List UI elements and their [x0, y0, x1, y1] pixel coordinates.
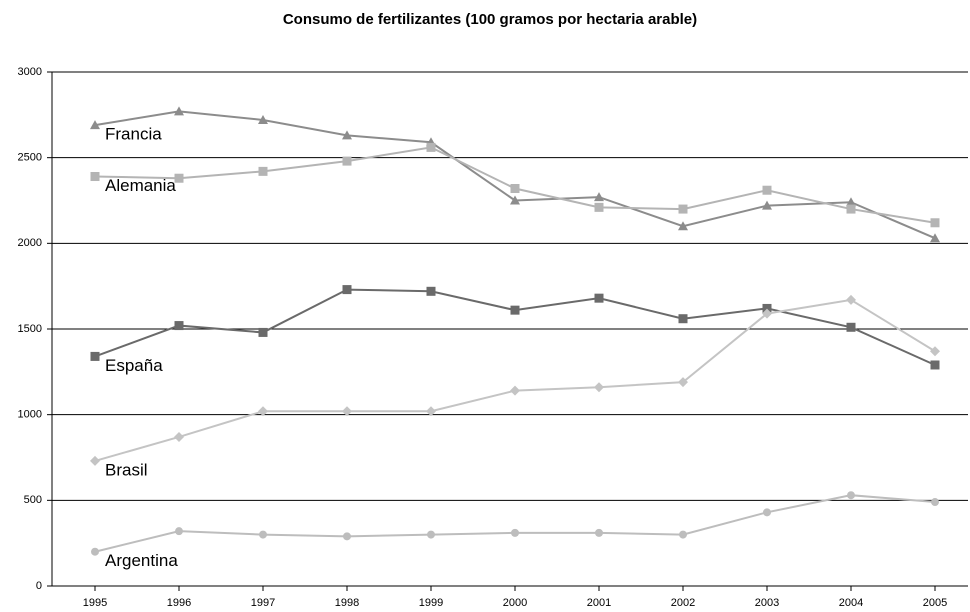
y-tick-label: 2000 [18, 237, 42, 249]
marker [91, 547, 99, 556]
x-tick-label: 2001 [587, 597, 611, 609]
x-tick-label: 2002 [671, 597, 695, 609]
y-tick-label: 1500 [18, 323, 42, 335]
marker [846, 294, 856, 305]
marker [930, 218, 940, 228]
marker [678, 377, 688, 388]
marker [258, 114, 268, 124]
marker [594, 192, 604, 202]
marker [594, 293, 604, 303]
y-tick-label: 3000 [18, 66, 42, 78]
series-line [94, 288, 936, 366]
marker [258, 166, 268, 176]
marker [174, 173, 184, 183]
marker [343, 532, 351, 541]
marker [930, 360, 940, 370]
x-tick-label: 1999 [419, 597, 443, 609]
series-label: España [105, 356, 163, 375]
marker [931, 498, 939, 507]
marker [510, 195, 520, 205]
series-line [94, 494, 936, 553]
marker [174, 106, 184, 116]
marker [90, 172, 100, 182]
marker [930, 233, 940, 243]
marker [427, 530, 435, 539]
y-tick-label: 2500 [18, 152, 42, 164]
y-tick-label: 1000 [18, 409, 42, 421]
marker [678, 221, 688, 231]
marker [930, 346, 940, 357]
marker [678, 314, 688, 324]
marker [846, 197, 856, 207]
marker [426, 406, 436, 417]
marker [342, 156, 352, 166]
marker [342, 285, 352, 295]
x-tick-label: 1995 [83, 597, 107, 609]
series-label: Brasil [105, 460, 148, 479]
marker [426, 286, 436, 296]
series-label: Francia [105, 125, 162, 144]
marker [511, 528, 519, 537]
marker [679, 530, 687, 539]
marker [594, 382, 604, 393]
marker [762, 308, 772, 319]
marker [174, 321, 184, 331]
marker [510, 184, 520, 194]
marker [762, 185, 772, 195]
marker [90, 351, 100, 361]
x-tick-label: 1998 [335, 597, 359, 609]
marker [90, 455, 100, 466]
marker [342, 130, 352, 140]
marker [342, 406, 352, 417]
marker [258, 406, 268, 417]
x-tick-label: 2005 [923, 597, 947, 609]
marker [510, 305, 520, 315]
series-label: Argentina [105, 551, 178, 570]
x-tick-label: 2004 [839, 597, 863, 609]
x-tick-label: 2000 [503, 597, 527, 609]
marker [258, 327, 268, 337]
series-label: Alemania [105, 176, 176, 195]
marker [762, 200, 772, 210]
marker [847, 491, 855, 500]
x-tick-label: 2003 [755, 597, 779, 609]
series-line [94, 298, 936, 462]
marker [846, 322, 856, 332]
marker [259, 530, 267, 539]
marker [510, 385, 520, 396]
marker [762, 303, 772, 313]
marker [763, 508, 771, 517]
x-tick-label: 1996 [167, 597, 191, 609]
marker [174, 431, 184, 442]
marker [175, 527, 183, 536]
y-tick-label: 0 [36, 580, 42, 592]
x-tick-label: 1997 [251, 597, 275, 609]
marker [846, 204, 856, 214]
marker [426, 142, 436, 152]
y-tick-label: 500 [24, 494, 42, 506]
marker [595, 528, 603, 537]
marker [678, 204, 688, 214]
marker [594, 202, 604, 212]
marker [90, 120, 100, 130]
chart-title: Consumo de fertilizantes (100 gramos por… [283, 11, 697, 28]
